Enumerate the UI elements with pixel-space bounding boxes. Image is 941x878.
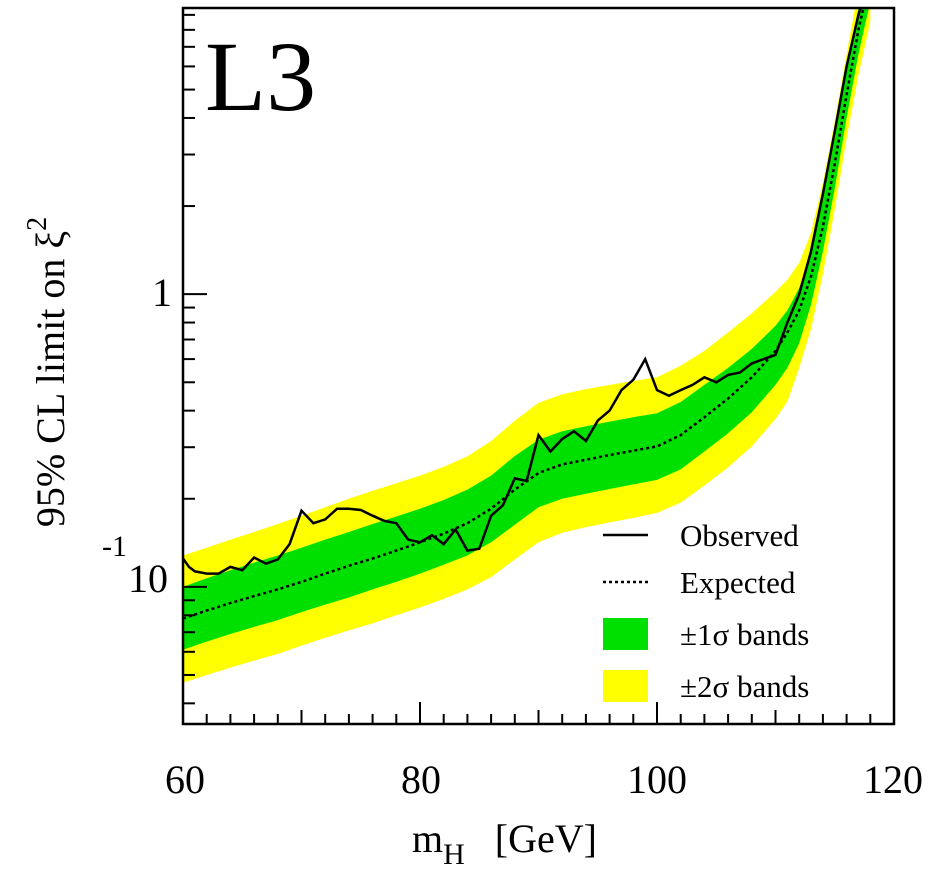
x-axis-title: mH [GeV] xyxy=(412,816,597,871)
y-axis-title-main: 95% CL limit on ξ xyxy=(28,231,73,527)
x-axis-title-unit: [GeV] xyxy=(495,816,597,861)
observed-line xyxy=(183,8,862,575)
x-tick-label-120: 120 xyxy=(863,757,923,802)
legend: Observed Expected ±1σ bands ±2σ bands xyxy=(603,518,809,704)
band-2sigma xyxy=(183,8,871,683)
x-axis-title-subscript: H xyxy=(443,838,465,871)
legend-band1-swatch xyxy=(603,618,648,650)
y-tick-label-0.1: 10-1 xyxy=(102,530,168,601)
legend-band1-label: ±1σ bands xyxy=(680,617,809,652)
band-1sigma xyxy=(183,8,869,650)
legend-observed-label: Observed xyxy=(680,518,799,553)
x-tick-label-100: 100 xyxy=(627,757,687,802)
legend-band2-swatch xyxy=(603,670,648,702)
plot-area xyxy=(183,8,871,683)
x-axis-title-main: m xyxy=(412,816,443,861)
legend-expected-label: Expected xyxy=(680,565,796,600)
x-tick-label-60: 60 xyxy=(165,757,205,802)
legend-band2-label: ±2σ bands xyxy=(680,669,809,704)
y-tick-label-0.1-base: 10 xyxy=(128,556,168,601)
y-tick-label-0.1-exponent: -1 xyxy=(102,530,127,563)
x-tick-label-80: 80 xyxy=(401,757,441,802)
expected-line xyxy=(183,8,865,620)
y-axis-title-superscript: 2 xyxy=(22,217,53,231)
y-axis-title: 95% CL limit on ξ2 xyxy=(22,217,73,527)
experiment-logo: L3 xyxy=(205,21,316,132)
axis-ticks xyxy=(182,13,895,724)
y-tick-label-1: 1 xyxy=(152,270,172,315)
